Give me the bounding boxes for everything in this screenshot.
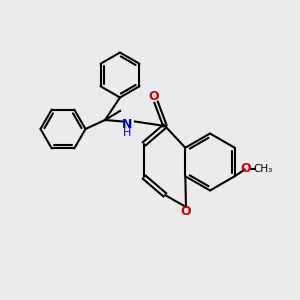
Text: H: H <box>123 128 132 138</box>
Text: O: O <box>181 205 191 218</box>
Text: O: O <box>241 162 251 175</box>
Text: CH₃: CH₃ <box>253 164 272 174</box>
Text: N: N <box>122 118 133 131</box>
Text: O: O <box>148 89 159 103</box>
